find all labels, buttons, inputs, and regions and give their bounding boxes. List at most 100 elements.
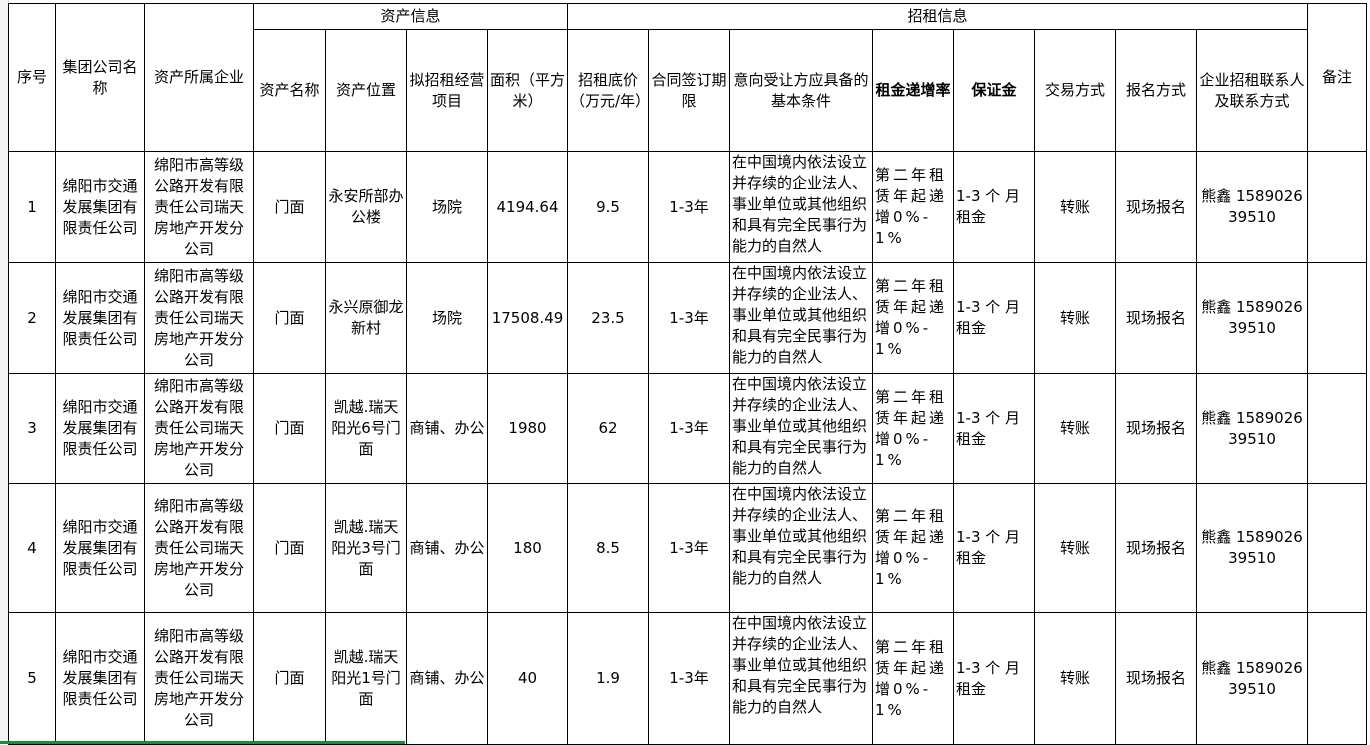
header-asset-name[interactable]: 资产名称 [253, 29, 326, 152]
header-asset-info[interactable]: 资产信息 [253, 3, 568, 30]
cell-contact[interactable]: 熊鑫 158902639510 [1196, 612, 1308, 745]
cell-transaction[interactable]: 转账 [1034, 262, 1116, 374]
cell-area[interactable]: 17508.49 [487, 262, 568, 374]
cell-group-company[interactable]: 绵阳市交通发展集团有限责任公司 [55, 151, 145, 263]
cell-area[interactable]: 180 [487, 483, 568, 613]
cell-transaction[interactable]: 转账 [1034, 373, 1116, 484]
cell-planned-business[interactable]: 商铺、办公 [406, 612, 488, 745]
header-planned-business[interactable]: 拟招租经营项目 [406, 29, 488, 152]
cell-planned-business[interactable]: 场院 [406, 262, 488, 374]
cell-contract-term[interactable]: 1-3年 [648, 483, 730, 613]
header-group-company[interactable]: 集团公司名称 [55, 3, 145, 152]
cell-asset-location[interactable]: 永安所部办公楼 [325, 151, 407, 263]
cell-conditions[interactable]: 在中国境内依法设立并存续的企业法人、事业单位或其他组织和具有完全民事行为能力的自… [729, 262, 873, 374]
cell-registration[interactable]: 现场报名 [1115, 612, 1197, 745]
cell-seq[interactable]: 5 [8, 612, 56, 745]
header-asset-owner[interactable]: 资产所属企业 [144, 3, 254, 152]
cell-contact[interactable]: 熊鑫 158902639510 [1196, 483, 1308, 613]
cell-group-company[interactable]: 绵阳市交通发展集团有限责任公司 [55, 612, 145, 745]
cell-deposit[interactable]: 1-3 个 月租金 [953, 612, 1035, 745]
header-area[interactable]: 面积（平方米） [487, 29, 568, 152]
cell-deposit[interactable]: 1-3 个 月租金 [953, 373, 1035, 484]
cell-contact[interactable]: 熊鑫 158902639510 [1196, 262, 1308, 374]
cell-transaction[interactable]: 转账 [1034, 151, 1116, 263]
cell-base-price[interactable]: 62 [567, 373, 649, 484]
cell-asset-owner[interactable]: 绵阳市高等级公路开发有限责任公司瑞天房地产开发分公司 [144, 262, 254, 374]
cell-deposit[interactable]: 1-3 个 月租金 [953, 483, 1035, 613]
header-remarks[interactable]: 备注 [1307, 3, 1367, 152]
header-contract-term[interactable]: 合同签订期限 [648, 29, 730, 152]
header-conditions[interactable]: 意向受让方应具备的基本条件 [729, 29, 873, 152]
cell-planned-business[interactable]: 商铺、办公 [406, 483, 488, 613]
cell-asset-name[interactable]: 门面 [253, 262, 326, 374]
cell-contact[interactable]: 熊鑫 158902639510 [1196, 373, 1308, 484]
cell-seq[interactable]: 4 [8, 483, 56, 613]
cell-asset-owner[interactable]: 绵阳市高等级公路开发有限责任公司瑞天房地产开发分公司 [144, 373, 254, 484]
cell-asset-owner[interactable]: 绵阳市高等级公路开发有限责任公司瑞天房地产开发分公司 [144, 151, 254, 263]
cell-conditions[interactable]: 在中国境内依法设立并存续的企业法人、事业单位或其他组织和具有完全民事行为能力的自… [729, 612, 873, 745]
cell-base-price[interactable]: 23.5 [567, 262, 649, 374]
cell-base-price[interactable]: 9.5 [567, 151, 649, 263]
cell-rent-increase[interactable]: 第二年租赁年起递增0%-1% [872, 151, 954, 263]
cell-remarks[interactable] [1307, 262, 1367, 374]
cell-area[interactable]: 1980 [487, 373, 568, 484]
cell-planned-business[interactable]: 商铺、办公 [406, 373, 488, 484]
cell-asset-owner[interactable]: 绵阳市高等级公路开发有限责任公司瑞天房地产开发分公司 [144, 483, 254, 613]
cell-group-company[interactable]: 绵阳市交通发展集团有限责任公司 [55, 483, 145, 613]
cell-planned-business[interactable]: 场院 [406, 151, 488, 263]
cell-rent-increase[interactable]: 第二年租赁年起递增0%-1% [872, 373, 954, 484]
cell-conditions[interactable]: 在中国境内依法设立并存续的企业法人、事业单位或其他组织和具有完全民事行为能力的自… [729, 483, 873, 613]
cell-asset-name[interactable]: 门面 [253, 151, 326, 263]
cell-rent-increase[interactable]: 第二年租赁年起递增0%-1% [872, 483, 954, 613]
cell-remarks[interactable] [1307, 612, 1367, 745]
cell-group-company[interactable]: 绵阳市交通发展集团有限责任公司 [55, 373, 145, 484]
cell-group-company[interactable]: 绵阳市交通发展集团有限责任公司 [55, 262, 145, 374]
header-asset-location[interactable]: 资产位置 [325, 29, 407, 152]
cell-seq[interactable]: 3 [8, 373, 56, 484]
cell-registration[interactable]: 现场报名 [1115, 483, 1197, 613]
cell-asset-name[interactable]: 门面 [253, 483, 326, 613]
cell-area[interactable]: 40 [487, 612, 568, 745]
cell-conditions[interactable]: 在中国境内依法设立并存续的企业法人、事业单位或其他组织和具有完全民事行为能力的自… [729, 151, 873, 263]
cell-conditions[interactable]: 在中国境内依法设立并存续的企业法人、事业单位或其他组织和具有完全民事行为能力的自… [729, 373, 873, 484]
cell-registration[interactable]: 现场报名 [1115, 262, 1197, 374]
cell-contract-term[interactable]: 1-3年 [648, 373, 730, 484]
cell-asset-name[interactable]: 门面 [253, 612, 326, 745]
cell-contract-term[interactable]: 1-3年 [648, 151, 730, 263]
cell-asset-name[interactable]: 门面 [253, 373, 326, 484]
cell-remarks[interactable] [1307, 483, 1367, 613]
cell-asset-location[interactable]: 凯越.瑞天阳光6号门面 [325, 373, 407, 484]
cell-contact[interactable]: 熊鑫 158902639510 [1196, 151, 1308, 263]
cell-remarks[interactable] [1307, 151, 1367, 263]
cell-area[interactable]: 4194.64 [487, 151, 568, 263]
header-rent-increase[interactable]: 租金递增率 [872, 29, 954, 152]
cell-asset-owner[interactable]: 绵阳市高等级公路开发有限责任公司瑞天房地产开发分公司 [144, 612, 254, 745]
cell-remarks[interactable] [1307, 373, 1367, 484]
header-transaction[interactable]: 交易方式 [1034, 29, 1116, 152]
cell-text: 永兴原御龙新村 [328, 298, 404, 337]
cell-base-price[interactable]: 1.9 [567, 612, 649, 745]
cell-contract-term[interactable]: 1-3年 [648, 612, 730, 745]
cell-asset-location[interactable]: 凯越.瑞天阳光3号门面 [325, 483, 407, 613]
header-seq[interactable]: 序号 [8, 3, 56, 152]
header-base-price[interactable]: 招租底价（万元/年） [567, 29, 649, 152]
cell-transaction[interactable]: 转账 [1034, 483, 1116, 613]
cell-registration[interactable]: 现场报名 [1115, 373, 1197, 484]
header-registration[interactable]: 报名方式 [1115, 29, 1197, 152]
cell-contract-term[interactable]: 1-3年 [648, 262, 730, 374]
cell-base-price[interactable]: 8.5 [567, 483, 649, 613]
header-contact[interactable]: 企业招租联系人及联系方式 [1196, 29, 1308, 152]
cell-seq[interactable]: 1 [8, 151, 56, 263]
cell-asset-location[interactable]: 凯越.瑞天阳光1号门面 [325, 612, 407, 745]
cell-transaction[interactable]: 转账 [1034, 612, 1116, 745]
cell-rent-increase[interactable]: 第二年租赁年起递增0%-1% [872, 262, 954, 374]
cell-registration[interactable]: 现场报名 [1115, 151, 1197, 263]
cell-asset-location[interactable]: 永兴原御龙新村 [325, 262, 407, 374]
header-deposit[interactable]: 保证金 [953, 29, 1035, 152]
cell-seq[interactable]: 2 [8, 262, 56, 374]
cell-rent-increase[interactable]: 第二年租赁年起递增0%-1% [872, 612, 954, 745]
cell-text: 第二年租赁年起递增0%-1% [875, 387, 948, 469]
header-lease-info[interactable]: 招租信息 [567, 3, 1308, 30]
cell-deposit[interactable]: 1-3 个 月租金 [953, 151, 1035, 263]
cell-deposit[interactable]: 1-3 个 月租金 [953, 262, 1035, 374]
